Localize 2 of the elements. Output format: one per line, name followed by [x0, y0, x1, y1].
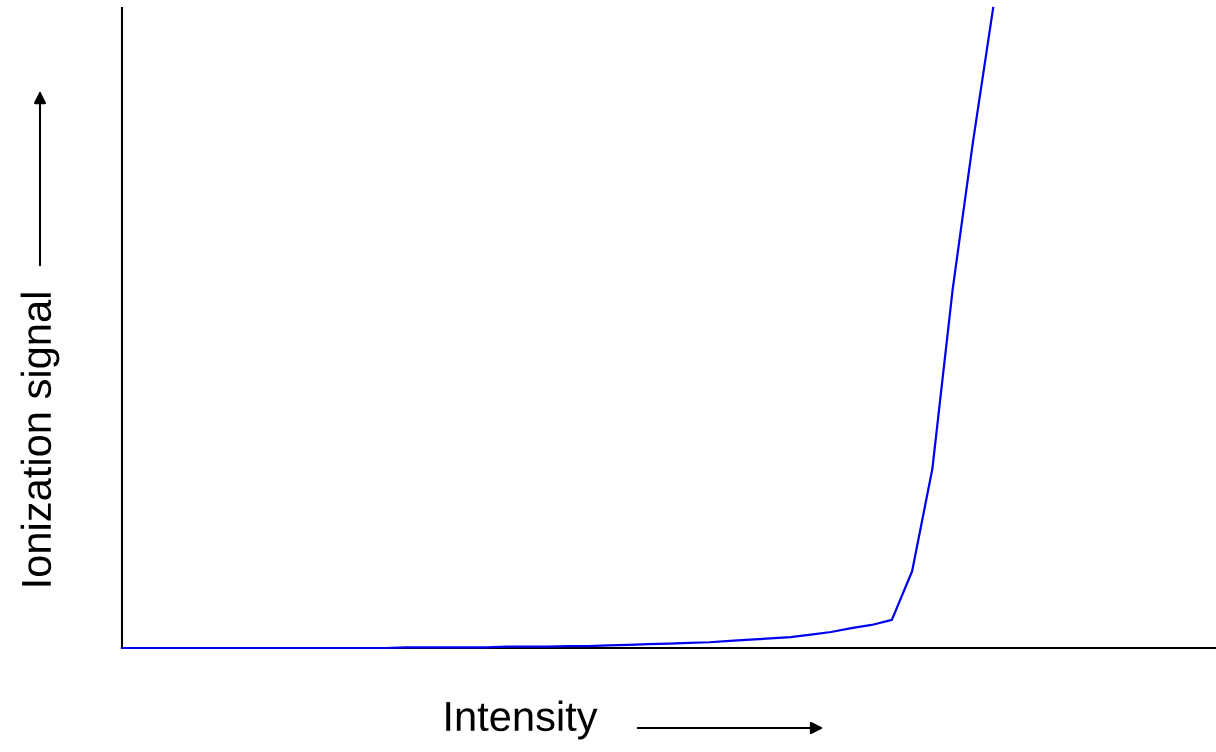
x-axis-title: Intensity	[446, 700, 598, 740]
y-axis-title: Ionization signal	[20, 293, 60, 586]
